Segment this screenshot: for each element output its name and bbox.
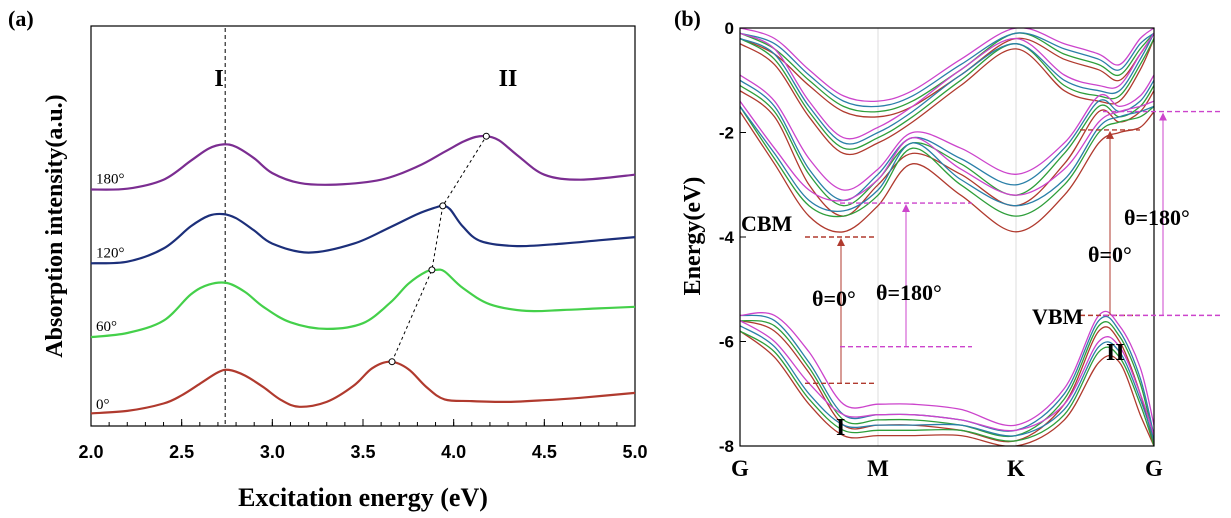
absorption-curve [90, 134, 636, 191]
x-tick-label-a: 4.0 [441, 442, 466, 462]
k-point-gridlines [877, 28, 1017, 446]
series-labels: 0° 60° 120° 180° [96, 172, 125, 414]
band-line [740, 37, 1154, 150]
x-tick-label-a: 5.0 [622, 442, 647, 462]
band-line [740, 32, 1154, 145]
y-tick-label-b: -2 [719, 124, 734, 143]
x-axis-label-a: Excitation energy (eV) [238, 483, 488, 512]
band-line [740, 319, 1154, 441]
plot-frame-a [90, 25, 636, 427]
series-label: 120° [96, 245, 125, 261]
y-axis-b: 0 -2 -4 -6 -8 [719, 19, 746, 456]
theta-180-label-II: θ=180° [1124, 205, 1190, 230]
band-line [740, 325, 1154, 442]
band-line [740, 74, 1154, 191]
y-tick-label-b: -6 [719, 333, 734, 352]
energy-bands [740, 28, 1154, 446]
band-line [740, 32, 1154, 140]
peak-label-I: I [214, 66, 223, 92]
series-label: 0° [96, 397, 110, 413]
series-label: 180° [96, 172, 125, 188]
y-tick-label-b: -4 [719, 228, 735, 247]
transition-label-II: II [1106, 340, 1125, 366]
x-tick-label-a: 4.5 [532, 442, 557, 462]
peak-marker [482, 132, 490, 140]
band-line [740, 32, 1154, 108]
panel-label-b: (b) [674, 6, 701, 31]
band-line [740, 310, 1154, 427]
k-point-label: G [731, 456, 749, 481]
peak-II-guide [391, 135, 487, 362]
band-line [740, 111, 1154, 233]
absorption-curve [90, 360, 636, 415]
band-line [740, 330, 1154, 446]
peak-marker [428, 266, 436, 274]
x-tick-label-a: 2.0 [78, 442, 103, 462]
series-label: 60° [96, 319, 117, 335]
absorption-curve [90, 204, 636, 265]
absorption-series [90, 134, 636, 415]
band-line [740, 28, 1154, 103]
absorption-curve [90, 268, 636, 339]
transition-label-I: I [836, 415, 845, 441]
band-line [740, 38, 1154, 156]
peak-marker [439, 202, 447, 210]
peak-markers [388, 132, 490, 366]
band-line [740, 330, 1154, 446]
peak-marker [388, 358, 396, 366]
band-line [740, 105, 1154, 212]
k-point-label: M [867, 456, 889, 481]
x-axis-a: 2.0 2.5 3.0 3.5 4.0 4.5 5.0 [78, 419, 648, 462]
k-point-label: K [1007, 456, 1025, 481]
x-tick-label-a: 2.5 [169, 442, 194, 462]
y-tick-label-b: 0 [725, 19, 734, 38]
panel-label-a: (a) [8, 6, 34, 31]
y-axis-label-b: Energy(eV) [680, 177, 706, 296]
theta-180-label-I: θ=180° [876, 280, 942, 305]
peak-label-II: II [499, 66, 518, 92]
y-axis-label-a: Absorption intensity(a.u.) [42, 94, 68, 357]
x-tick-label-a: 3.5 [350, 442, 375, 462]
y-tick-label-b: -8 [719, 437, 734, 456]
absorption-chart: 2.0 2.5 3.0 3.5 4.0 4.5 5.0 0° 60° 120° 180° I II… [42, 25, 648, 512]
cbm-label: CBM [741, 211, 793, 236]
band-line [740, 105, 1154, 218]
band-line [740, 79, 1154, 202]
transition-arrows [805, 110, 1223, 384]
x-tick-label-a: 3.0 [260, 442, 285, 462]
k-point-label: G [1145, 456, 1163, 481]
vbm-label: VBM [1032, 304, 1084, 329]
theta-0-label-II: θ=0° [1088, 242, 1132, 267]
theta-0-label-I: θ=0° [812, 286, 856, 311]
